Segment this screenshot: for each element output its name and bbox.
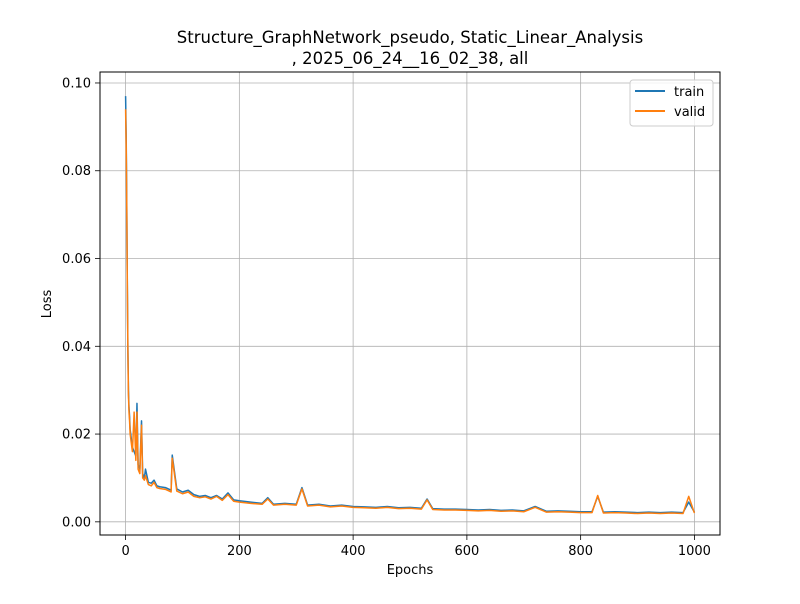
x-tick-label: 600 <box>454 544 479 559</box>
x-tick-label: 400 <box>341 544 366 559</box>
x-tick-label: 1000 <box>678 544 711 559</box>
legend: train valid <box>629 79 714 127</box>
legend-label-valid: valid <box>674 105 705 120</box>
grid <box>100 72 720 535</box>
chart-subtitle: , 2025_06_24__16_02_38, all <box>292 49 529 69</box>
x-tick-label: 0 <box>121 544 129 559</box>
y-tick-label: 0.08 <box>62 164 91 179</box>
y-tick-label: 0.00 <box>62 515 91 530</box>
plot-frame <box>99 71 721 536</box>
plot-lines <box>124 96 696 515</box>
y-tick-label: 0.06 <box>62 252 91 267</box>
x-tick-label: 800 <box>568 544 593 559</box>
x-axis-label: Epochs <box>387 563 434 578</box>
x-axis: 0 200 400 600 800 1000 <box>121 535 711 559</box>
legend-label-train: train <box>674 85 704 100</box>
y-axis: 0.00 0.02 0.04 0.06 0.08 0.10 <box>62 76 100 530</box>
y-axis-label: Loss <box>40 290 55 319</box>
y-tick-label: 0.10 <box>62 76 91 91</box>
chart-title: Structure_GraphNetwork_pseudo, Static_Li… <box>177 28 643 48</box>
y-tick-label: 0.02 <box>62 428 91 443</box>
y-tick-label: 0.04 <box>62 340 91 355</box>
x-tick-label: 200 <box>227 544 252 559</box>
series-line-valid <box>124 109 696 515</box>
